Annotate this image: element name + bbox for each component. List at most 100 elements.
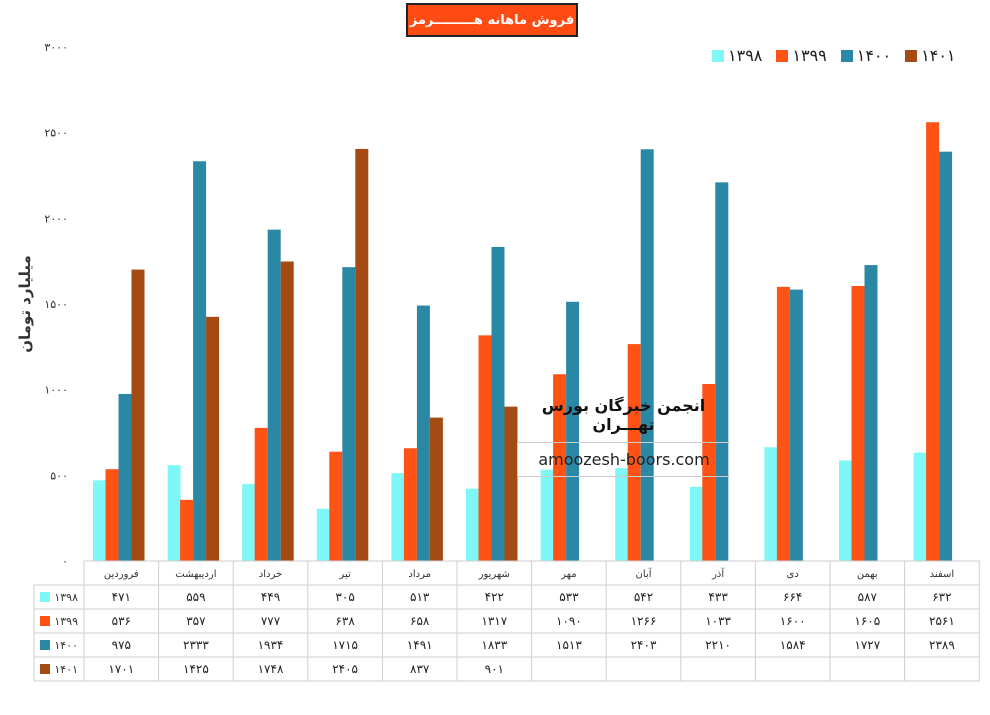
data-label: ۹۷۵ — [112, 638, 131, 652]
bar — [342, 267, 356, 561]
bar — [93, 480, 106, 561]
bar — [193, 161, 207, 561]
data-label: ۱۵۸۴ — [780, 638, 806, 652]
y-tick-label: ۲۰۰۰ — [44, 212, 68, 225]
bar — [540, 469, 554, 561]
bar — [926, 122, 940, 561]
category-label: بهمن — [857, 569, 878, 580]
legend-item: ۱۳۹۹ — [776, 46, 827, 65]
bar — [391, 473, 405, 561]
data-label: ۹۰۱ — [485, 662, 504, 676]
legend-swatch — [840, 49, 853, 62]
data-label: ۱۵۱۳ — [556, 638, 582, 652]
table-series-name: ۱۴۰۰ — [54, 639, 78, 652]
bar — [689, 486, 703, 561]
bar — [640, 149, 654, 561]
legend-swatch — [905, 49, 918, 62]
bar — [329, 451, 343, 561]
bar — [280, 261, 294, 561]
y-tick-label: ۲۵۰۰ — [44, 127, 68, 140]
bar — [764, 447, 778, 561]
data-label: ۱۴۹۱ — [407, 638, 433, 652]
data-label: ۸۳۷ — [410, 662, 430, 676]
data-label: ۵۸۷ — [858, 590, 878, 604]
bar — [702, 384, 716, 561]
data-label: ۱۳۱۷ — [481, 614, 507, 628]
bar — [491, 246, 505, 562]
bar — [851, 286, 865, 561]
data-label: ۵۳۶ — [112, 614, 131, 628]
data-label: ۲۵۶۱ — [929, 614, 955, 628]
data-label: ۲۳۳۳ — [183, 638, 209, 652]
bar — [403, 448, 417, 561]
data-label: ۵۳۳ — [559, 590, 579, 604]
watermark: انجمن خبرگان بورس تهـــران amoozesh-boor… — [517, 396, 730, 477]
data-label: ۵۱۳ — [410, 590, 430, 604]
category-label: مهر — [560, 569, 576, 580]
bar — [939, 151, 953, 561]
data-label: ۵۴۲ — [634, 590, 653, 604]
legend-label: ۱۴۰۱ — [921, 46, 956, 65]
bar — [167, 465, 181, 561]
data-label: ۶۳۲ — [932, 590, 951, 604]
table-legend-swatch — [40, 616, 50, 626]
bar — [913, 452, 927, 561]
bar — [105, 469, 119, 561]
data-label: ۱۶۰۰ — [780, 614, 806, 628]
bar — [242, 484, 256, 561]
data-label: ۳۰۵ — [335, 590, 354, 604]
bar — [466, 488, 479, 561]
legend-label: ۱۳۹۹ — [792, 46, 827, 65]
bar — [206, 316, 220, 561]
data-label: ۱۷۱۵ — [332, 638, 358, 652]
category-label: اردیبهشت — [175, 569, 216, 580]
category-label: تیر — [338, 569, 351, 580]
category-label: خرداد — [259, 569, 282, 580]
bar — [118, 393, 132, 561]
bar — [615, 468, 629, 561]
data-label: ۱۹۳۴ — [258, 638, 284, 652]
y-tick-label: ۱۵۰۰ — [44, 298, 68, 311]
category-label: مرداد — [408, 569, 431, 580]
category-label: اسفند — [930, 569, 954, 580]
data-label: ۲۳۸۹ — [929, 638, 955, 652]
data-label: ۱۰۹۰ — [556, 614, 582, 628]
data-label: ۴۳۳ — [708, 590, 728, 604]
watermark-url: amoozesh-boors.com — [517, 442, 730, 477]
data-label: ۱۷۲۷ — [854, 638, 880, 652]
chart-title: فروش ماهانه هـــــــــرمز — [406, 3, 578, 37]
y-tick-label: ۰ — [62, 555, 68, 568]
bar — [131, 269, 145, 561]
data-label: ۴۲۲ — [485, 590, 504, 604]
data-label: ۱۷۰۱ — [108, 662, 134, 676]
bar — [267, 229, 281, 561]
bar — [355, 148, 369, 561]
table-series-name: ۱۳۹۹ — [54, 615, 78, 628]
bar — [504, 406, 518, 561]
data-label: ۵۵۹ — [186, 590, 205, 604]
bar — [478, 335, 492, 561]
table-legend-swatch — [40, 640, 50, 650]
category-label: دی — [787, 569, 799, 580]
category-label: شهریور — [478, 569, 510, 580]
bar — [254, 427, 268, 561]
bar — [839, 460, 852, 561]
data-label: ۱۲۶۶ — [631, 614, 657, 628]
legend-item: ۱۳۹۸ — [712, 46, 762, 65]
legend-swatch — [712, 49, 724, 62]
category-label: فروردین — [104, 569, 139, 580]
data-label: ۳۵۷ — [186, 614, 206, 628]
table-legend-swatch — [40, 664, 50, 674]
table-series-name: ۱۴۰۱ — [54, 663, 78, 676]
table-series-name: ۱۳۹۸ — [54, 591, 78, 604]
bar — [429, 417, 443, 561]
bar — [566, 301, 580, 561]
bar — [180, 499, 194, 561]
data-label: ۱۴۲۵ — [183, 662, 209, 676]
legend-item: ۱۴۰۰ — [840, 46, 891, 65]
data-label: ۲۴۰۵ — [332, 662, 358, 676]
category-label: آبان — [636, 567, 653, 580]
data-label: ۱۷۴۸ — [258, 662, 284, 676]
bar — [316, 508, 330, 561]
